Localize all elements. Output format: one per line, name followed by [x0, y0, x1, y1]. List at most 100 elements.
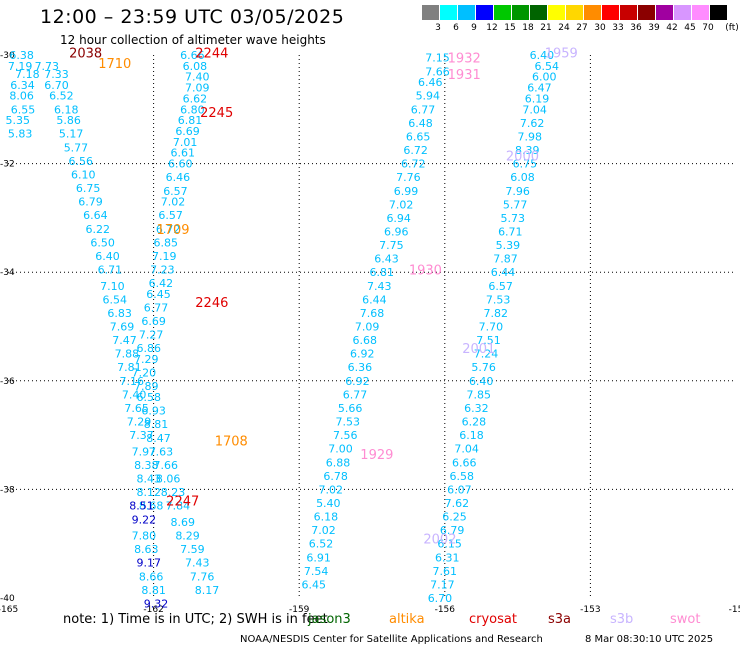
satellite-name: s3a: [548, 612, 572, 627]
wave-height-value: 6.18: [54, 103, 79, 116]
pass-time-label: 2246: [195, 296, 228, 311]
legend-label: 36: [630, 23, 642, 33]
wave-height-value: 6.07: [447, 483, 472, 496]
wave-height-value: 6.94: [386, 212, 411, 225]
pass-time-label: 1931: [448, 68, 481, 83]
wave-height-value: 6.77: [343, 388, 368, 401]
legend-swatch: [494, 5, 511, 20]
wave-height-value: 8.81: [141, 584, 166, 597]
legend-label: 33: [612, 23, 624, 33]
wave-height-value: 7.10: [100, 280, 125, 293]
wave-height-value: 6.40: [469, 375, 494, 388]
wave-height-value: 7.62: [520, 117, 545, 130]
wave-height-value: 6.62: [183, 92, 208, 105]
wave-height-value: 7.98: [517, 130, 542, 143]
legend-unit: (ft): [725, 23, 739, 33]
wave-height-value: 7.82: [484, 307, 509, 320]
wave-height-value: 7.76: [190, 570, 215, 583]
wave-height-value: 7.29: [134, 353, 159, 366]
pass-time-label: 2244: [195, 46, 228, 61]
pass-time-label: 1930: [409, 263, 442, 278]
wave-height-value: 6.77: [411, 103, 436, 116]
timestamp: 8 Mar 08:30:10 UTC 2025: [585, 634, 714, 645]
pass-time-label: 2038: [69, 46, 102, 61]
wave-height-value: 6.66: [452, 456, 477, 469]
wave-height-value: 8.38: [134, 459, 159, 472]
latitude-tick-label: -36: [0, 377, 15, 387]
wave-height-value: 8.69: [170, 516, 195, 529]
wave-height-value: 7.81: [117, 361, 142, 374]
wave-height-value: 6.08: [183, 60, 208, 73]
wave-height-value: 6.72: [156, 223, 181, 236]
wave-height-value: 6.79: [440, 524, 465, 537]
wave-height-value: 7.01: [173, 136, 198, 149]
wave-height-value: 7.84: [166, 500, 191, 513]
legend-swatch: [710, 5, 727, 20]
wave-height-value: 7.19: [152, 250, 177, 263]
wave-height-value: 7.20: [132, 367, 157, 380]
wave-height-value: 6.50: [90, 236, 115, 249]
legend-swatch: [512, 5, 529, 20]
wave-height-value: 6.45: [302, 578, 327, 591]
longitude-tick-label: -159: [289, 605, 310, 615]
satellite-name: jason3: [308, 612, 351, 627]
wave-height-value: 7.19: [8, 60, 33, 73]
wave-height-value: 6.54: [103, 293, 128, 306]
legend-label: 9: [471, 23, 477, 33]
wave-height-value: 7.17: [430, 578, 455, 591]
wave-height-value: 6.28: [462, 416, 487, 429]
wave-height-value: 7.04: [454, 443, 479, 456]
pass-time-label: 2001: [462, 342, 495, 357]
wave-height-value: 6.08: [510, 171, 535, 184]
pass-time-label: 1710: [98, 57, 131, 72]
latitude-tick-label: -30: [0, 51, 15, 61]
longitude-tick-label: -156: [435, 605, 456, 615]
satellite-name: altika: [389, 612, 425, 627]
wave-height-value: 8.29: [175, 530, 200, 543]
wave-height-value: 7.43: [185, 557, 210, 570]
wave-height-value: 6.64: [83, 209, 108, 222]
wave-height-value: 7.53: [486, 293, 511, 306]
credit-text: NOAA/NESDIS Center for Satellite Applica…: [240, 634, 543, 645]
legend-label: 42: [666, 23, 678, 33]
wave-height-value: 6.32: [464, 402, 489, 415]
wave-height-value: 7.87: [493, 253, 518, 266]
wave-height-value: 5.73: [500, 212, 525, 225]
wave-height-value: 6.81: [369, 266, 394, 279]
wave-height-value: 6.40: [95, 250, 120, 263]
wave-height-value: 6.88: [326, 456, 351, 469]
legend-swatch: [440, 5, 457, 20]
wave-height-value: 5.39: [496, 239, 521, 252]
wave-height-value: 7.66: [153, 459, 178, 472]
wave-height-value: 5.17: [59, 128, 84, 141]
wave-height-value: 5.77: [503, 198, 528, 211]
wave-height-value: 6.34: [10, 79, 35, 92]
wave-height-value: 6.56: [69, 155, 94, 168]
wave-height-value: 6.60: [168, 158, 193, 171]
legend-label: 21: [540, 23, 552, 33]
legend-swatch: [422, 5, 439, 20]
wave-height-value: 7.24: [474, 348, 499, 361]
wave-height-value: 6.75: [76, 182, 101, 195]
wave-height-value: 7.02: [318, 483, 343, 496]
legend-swatch: [602, 5, 619, 20]
wave-height-value: 8.66: [139, 570, 164, 583]
pass-time-label: 1708: [215, 435, 248, 450]
wave-height-value: 7.63: [149, 445, 174, 458]
wave-height-value: 6.72: [403, 144, 428, 157]
wave-height-value: 7.23: [150, 263, 175, 276]
wave-height-value: 6.44: [362, 293, 387, 306]
wave-height-value: 8.12: [136, 486, 161, 499]
wave-height-value: 6.70: [428, 592, 453, 605]
wave-height-value: 7.97: [132, 445, 157, 458]
legend-swatch: [548, 5, 565, 20]
wave-height-value: 6.40: [530, 49, 555, 62]
wave-height-value: 7.75: [379, 239, 404, 252]
legend-label: 45: [684, 23, 696, 33]
wave-height-value: 7.54: [304, 565, 329, 578]
wave-height-value: 6.15: [437, 538, 462, 551]
wave-height-value: 7.89: [134, 380, 159, 393]
wave-height-value: 8.63: [134, 543, 159, 556]
wave-height-value: 9.17: [136, 557, 161, 570]
